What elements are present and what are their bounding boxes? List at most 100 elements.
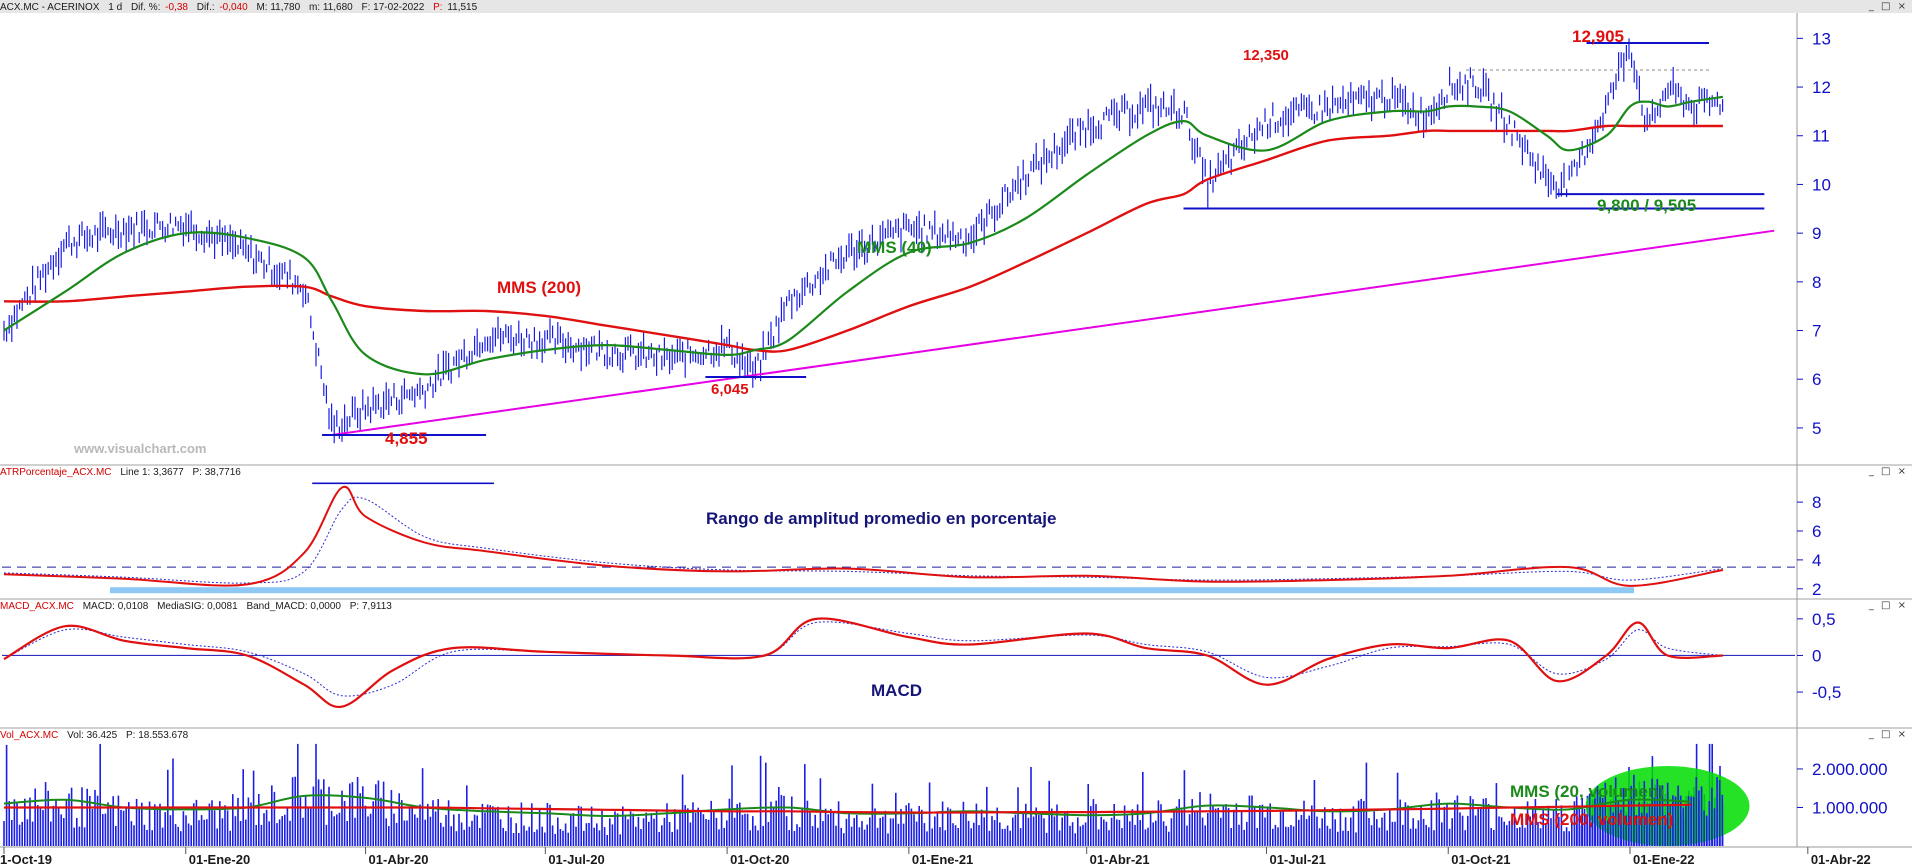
price-bars bbox=[3, 38, 1724, 444]
macd-window-buttons[interactable]: _ □ × bbox=[1868, 600, 1908, 611]
price-tick-label: 7 bbox=[1812, 322, 1821, 341]
date-tick-label: 01-Oct-21 bbox=[1451, 852, 1510, 867]
volume-header: Vol_ACX.MC Vol: 36.425 P: 18.553.678 bbox=[0, 729, 194, 742]
date-tick-label: 01-Oct-20 bbox=[730, 852, 789, 867]
panel-frames bbox=[0, 0, 1912, 848]
label-6045: 6,045 bbox=[711, 381, 749, 398]
price-tick-label: 11 bbox=[1812, 127, 1830, 146]
volume-tick-label: 2.000.000 bbox=[1812, 760, 1888, 779]
price-tick-label: 9 bbox=[1812, 224, 1821, 243]
atr-axis: 2 4 6 8 bbox=[1797, 493, 1821, 599]
price-tick-label: 12 bbox=[1812, 78, 1831, 97]
macd-signal: MediaSIG: 0,0081 bbox=[157, 601, 238, 612]
panel-separator bbox=[0, 728, 1912, 741]
volume-tick-label: 1.000.000 bbox=[1812, 798, 1888, 817]
atr-title: Rango de amplitud promedio en porcentaje bbox=[706, 509, 1056, 528]
date-axis: 1-Oct-19 01-Ene-20 01-Abr-20 01-Jul-20 01-Oc… bbox=[0, 847, 1871, 867]
price-window-buttons[interactable]: _ □ × bbox=[1868, 1, 1908, 12]
vol-name: Vol_ACX.MC bbox=[0, 730, 59, 741]
period: 1 d bbox=[108, 2, 123, 13]
date-tick-label: 01-Jul-21 bbox=[1269, 852, 1325, 867]
price-axis: 5 6 7 8 9 10 11 12 13 bbox=[1797, 29, 1831, 438]
volume-panel[interactable]: 2.000.000 1.000.000 MMS (20, volumen) MMS… bbox=[3, 743, 1888, 846]
macd-name: MACD_ACX.MC bbox=[0, 601, 74, 612]
atr-line: Line 1: 3,3677 bbox=[120, 467, 184, 478]
atr-line bbox=[3, 485, 1724, 587]
date-tick-label: 01-Abr-22 bbox=[1811, 852, 1871, 867]
support-trendline bbox=[331, 229, 1775, 436]
atr-tick-label: 8 bbox=[1812, 493, 1821, 512]
atr-tick-label: 4 bbox=[1812, 551, 1821, 570]
label-mms40: MMS (40) bbox=[857, 238, 932, 257]
macd-tick-label: 0 bbox=[1812, 646, 1821, 665]
label-9800-9505: 9,800 / 9,505 bbox=[1597, 196, 1696, 215]
dif-pct: -0,38 bbox=[165, 2, 188, 13]
last-label: P: bbox=[433, 2, 443, 13]
macd-panel[interactable]: 0,5 0 -0,5 MACD bbox=[2, 610, 1841, 708]
macd-header: MACD_ACX.MC MACD: 0,0108 MediaSIG: 0,008… bbox=[0, 600, 398, 613]
price-tick-label: 5 bbox=[1812, 419, 1821, 438]
volume-mms200-line bbox=[4, 803, 1692, 814]
macd-tick-label: -0,5 bbox=[1812, 683, 1841, 702]
date-tick-label: 01-Abr-20 bbox=[369, 852, 429, 867]
label-mms200: MMS (200) bbox=[497, 278, 581, 297]
watermark: www.visualchart.com bbox=[73, 441, 206, 456]
macd-band: Band_MACD: 0,0000 bbox=[246, 601, 341, 612]
last: 11,515 bbox=[447, 2, 478, 13]
mms200-line bbox=[3, 124, 1723, 353]
label-vol-mms200: MMS (200, volumen) bbox=[1510, 810, 1673, 829]
atr-header: ATRPorcentaje_ACX.MC Line 1: 3,3677 P: 3… bbox=[0, 466, 247, 479]
atr-lines bbox=[2, 482, 1795, 594]
date-tick-label: 01-Ene-20 bbox=[189, 852, 250, 867]
date-tick-label: 01-Ene-22 bbox=[1633, 852, 1694, 867]
date-tick-label: 1-Oct-19 bbox=[0, 852, 52, 867]
label-vol-mms20: MMS (20, volumen) bbox=[1510, 782, 1664, 801]
macd-lines bbox=[2, 617, 1795, 708]
date-tick-label: 01-Ene-21 bbox=[912, 852, 973, 867]
macd-signal-line bbox=[3, 621, 1723, 697]
dif: -0,040 bbox=[219, 2, 248, 13]
label-12905: 12,905 bbox=[1572, 27, 1624, 46]
panel-separator bbox=[0, 599, 1912, 612]
mms40-line bbox=[3, 95, 1724, 376]
atr-p: P: 38,7716 bbox=[192, 467, 241, 478]
vol-value: Vol: 36.425 bbox=[67, 730, 118, 741]
volume-bars bbox=[3, 743, 1750, 846]
dif-pct-label: Dif. %: bbox=[130, 2, 161, 13]
price-tick-label: 8 bbox=[1812, 273, 1821, 292]
macd-value: MACD: 0,0108 bbox=[82, 601, 149, 612]
date-tick-label: 01-Jul-20 bbox=[548, 852, 604, 867]
min: m: 11,680 bbox=[308, 2, 353, 13]
panel-separator bbox=[0, 465, 1912, 478]
dif-label: Dif.: bbox=[196, 2, 215, 13]
price-moving-averages bbox=[3, 95, 1724, 376]
label-4855: 4,855 bbox=[385, 429, 428, 448]
atr-band bbox=[110, 587, 1634, 594]
volume-window-buttons[interactable]: _ □ × bbox=[1868, 729, 1908, 740]
price-levels bbox=[322, 41, 1775, 436]
date-tick-label: 01-Abr-21 bbox=[1090, 852, 1150, 867]
macd-axis: 0,5 0 -0,5 bbox=[1797, 610, 1841, 702]
atr-window-buttons[interactable]: _ □ × bbox=[1868, 466, 1908, 477]
volume-mms20-line bbox=[3, 794, 1692, 818]
label-12350: 12,350 bbox=[1243, 47, 1289, 64]
atr-tick-label: 6 bbox=[1812, 522, 1821, 541]
macd-title: MACD bbox=[871, 681, 922, 700]
macd-line bbox=[3, 617, 1723, 708]
macd-p: P: 7,9113 bbox=[349, 601, 392, 612]
price-tick-label: 6 bbox=[1812, 370, 1821, 389]
price-tick-label: 13 bbox=[1812, 29, 1831, 48]
price-header-bar bbox=[0, 0, 1912, 13]
price-tick-label: 10 bbox=[1812, 175, 1831, 194]
volume-axis: 2.000.000 1.000.000 bbox=[1797, 760, 1888, 817]
date: F: 17-02-2022 bbox=[361, 2, 425, 13]
price-panel[interactable]: 5 6 7 8 9 10 11 12 13 www.visualchart.com MMS (2… bbox=[3, 27, 1831, 456]
volume-averages bbox=[3, 774, 1724, 846]
atr-panel[interactable]: 2 4 6 8 Rango de amplitud promedio en porce… bbox=[2, 482, 1821, 599]
ticker: ACX.MC - ACERINOX bbox=[0, 2, 100, 13]
price-header: ACX.MC - ACERINOX 1 d Dif. %: -0,38 Dif.… bbox=[0, 1, 1880, 14]
atr-tick-label: 2 bbox=[1812, 580, 1821, 599]
max: M: 11,780 bbox=[256, 2, 301, 13]
atr-name: ATRPorcentaje_ACX.MC bbox=[0, 467, 112, 478]
